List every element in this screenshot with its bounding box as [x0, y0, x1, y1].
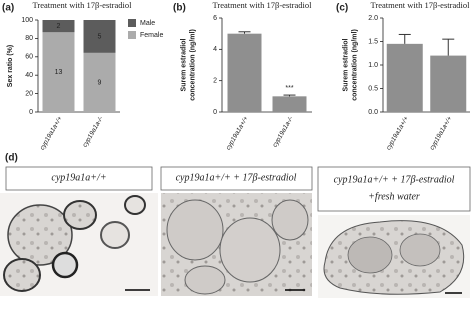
- bar-segment: [83, 20, 116, 53]
- bar-segment: [42, 32, 75, 112]
- panel-label: (a): [2, 3, 14, 14]
- panel-label: (d): [5, 153, 18, 164]
- significance: ***: [285, 85, 293, 92]
- y-tick-label: 0: [213, 109, 217, 116]
- legend-swatch: [128, 19, 136, 27]
- count-label: 13: [55, 69, 63, 76]
- bar: [272, 96, 307, 112]
- micrograph-label: cyp19a1a+/+ + 17β-estradiol: [176, 172, 297, 183]
- y-tick-label: 80: [25, 35, 33, 42]
- micrograph-label: cyp19a1a+/+: [51, 172, 106, 183]
- count-label: 2: [57, 23, 61, 30]
- x-tick-label: cyp19a1a+/+: [39, 115, 64, 151]
- y-tick-label: 2: [213, 78, 217, 85]
- x-tick-label: cyp19a1a+/+: [429, 115, 454, 151]
- y-tick-label: 100: [21, 17, 33, 24]
- label-box: [317, 166, 471, 212]
- chart-title: Treatment with 17β-estradiol: [33, 0, 133, 10]
- label-box: [160, 166, 313, 191]
- bar: [386, 43, 423, 112]
- y-tick-label: 2.0: [368, 15, 378, 22]
- y-tick-label: 0.0: [368, 109, 378, 116]
- y-tick-label: 0: [29, 109, 33, 116]
- y-tick-label: 0.5: [368, 85, 378, 92]
- legend-label: Female: [140, 32, 163, 39]
- y-axis-label: concentration (ng/ml): [351, 29, 358, 101]
- y-tick-label: 6: [213, 15, 217, 22]
- y-tick-label: 4: [213, 46, 217, 53]
- micrograph-3: [318, 215, 470, 298]
- micrograph-1: [0, 193, 158, 296]
- y-axis-label: Surem estradiol: [342, 38, 349, 91]
- x-tick-label: cyp19a1a+/+: [225, 115, 250, 151]
- chart-title: Treatment with 17β-estradiol: [213, 0, 313, 10]
- y-axis-label: Sex ratio (%): [7, 45, 14, 87]
- y-axis-label: concentration (ng/ml): [189, 29, 196, 101]
- y-tick-label: 1.5: [368, 38, 378, 45]
- y-tick-label: 1.0: [368, 62, 378, 69]
- chart-title: Treatment with 17β-estradiol: [371, 0, 471, 10]
- count-label: 9: [98, 79, 102, 86]
- count-label: 5: [98, 33, 102, 40]
- y-axis-label: Surem estradiol: [180, 38, 187, 91]
- label-box: [5, 166, 153, 191]
- y-tick-label: 40: [25, 72, 33, 79]
- panel-label: (c): [336, 3, 348, 14]
- bar: [430, 55, 467, 112]
- legend-label: Male: [140, 20, 155, 27]
- micrograph-label: cyp19a1a+/+ + 17β-estradiol: [334, 174, 455, 185]
- micrograph-2: [161, 193, 312, 296]
- y-tick-label: 20: [25, 90, 33, 97]
- bar: [227, 33, 262, 112]
- bar-segment: [42, 20, 75, 33]
- x-tick-label: cyp19a1a-/-: [81, 115, 105, 149]
- bar-segment: [83, 52, 116, 112]
- panel-label: (b): [173, 3, 186, 14]
- micrograph-label: +fresh water: [368, 191, 420, 202]
- x-tick-label: cyp19a1a+/+: [385, 115, 410, 151]
- x-tick-label: cyp19a1a-/-: [271, 115, 295, 149]
- legend-swatch: [128, 31, 136, 39]
- y-tick-label: 60: [25, 54, 33, 61]
